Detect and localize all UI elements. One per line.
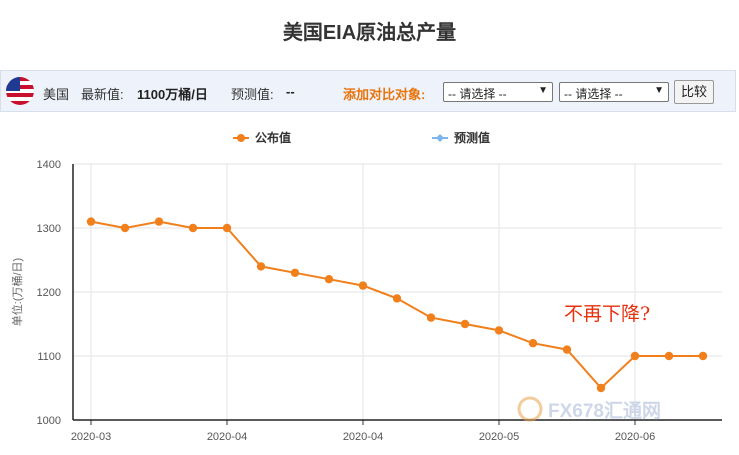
data-point: [392, 294, 402, 303]
data-point: [664, 351, 674, 361]
x-tick-label: 2020-04: [343, 431, 383, 443]
forecast-label: 预测值:: [231, 87, 274, 102]
data-point: [426, 313, 436, 322]
data-point: [528, 339, 538, 348]
x-tick-label: 2020-04: [207, 431, 247, 443]
data-point: [596, 383, 606, 393]
data-point: [630, 351, 640, 361]
compare-select-1[interactable]: -- 请选择 -- ▼: [443, 82, 553, 102]
latest-value: 1100万桶/日: [137, 87, 208, 102]
x-tick-label: 2020-06: [615, 431, 655, 443]
legend-label: 公布值: [255, 130, 291, 145]
page-title: 美国EIA原油总产量: [282, 22, 457, 44]
compare-label: 添加对比对象:: [343, 87, 426, 102]
legend-label: 预测值: [454, 130, 490, 145]
chevron-down-icon: ▼: [654, 85, 664, 96]
data-point: [256, 262, 266, 271]
y-tick-label: 1300: [37, 223, 61, 235]
y-tick-label: 1100: [37, 351, 61, 363]
data-point: [460, 319, 470, 329]
chart-annotation: 不再下降?: [564, 303, 650, 325]
y-axis-label: 单位:(万桶/日): [10, 258, 24, 326]
data-point: [698, 351, 708, 361]
data-point: [358, 281, 368, 290]
y-tick-label: 1400: [37, 159, 61, 171]
forecast-value: --: [286, 84, 295, 99]
data-point: [188, 223, 198, 233]
data-point: [290, 268, 300, 277]
x-tick-label: 2020-03: [71, 431, 111, 443]
y-tick-label: 1000: [37, 415, 61, 427]
data-point: [562, 345, 572, 354]
data-point: [120, 223, 130, 233]
data-point: [86, 217, 96, 226]
y-tick-label: 1200: [37, 287, 61, 299]
data-point: [494, 326, 504, 335]
compare-button[interactable]: 比较: [674, 80, 714, 104]
us-flag-icon: [6, 77, 34, 105]
compare-select-2[interactable]: -- 请选择 -- ▼: [559, 82, 669, 102]
latest-label: 最新值:: [81, 87, 124, 102]
compare-select-1-value: -- 请选择 --: [448, 87, 507, 101]
data-point: [154, 217, 164, 226]
country-label: 美国: [43, 87, 70, 102]
legend-marker: [237, 134, 245, 142]
data-point: [222, 223, 232, 233]
x-tick-label: 2020-05: [479, 431, 519, 443]
legend-marker: [436, 134, 444, 142]
compare-select-2-value: -- 请选择 --: [564, 87, 623, 101]
data-point: [324, 275, 334, 284]
watermark-text: FX678汇通网: [548, 400, 661, 422]
watermark-logo-icon: [517, 396, 543, 422]
chevron-down-icon: ▼: [538, 85, 548, 96]
indicator-toolbar: 美国 最新值: 1100万桶/日 预测值: -- 添加对比对象: -- 请选择 …: [0, 70, 736, 112]
